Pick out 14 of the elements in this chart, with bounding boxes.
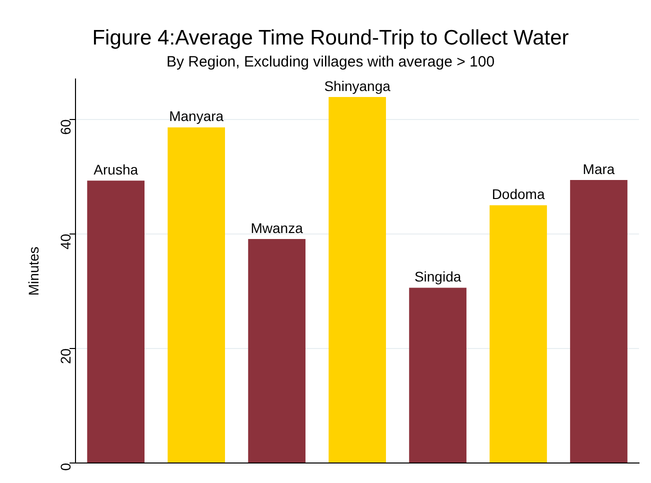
x-tick-label: Singida: [414, 268, 462, 285]
x-tick-label: Arusha: [94, 161, 138, 178]
x-tick-label: Dodoma: [492, 186, 545, 202]
y-tick-label: 40: [57, 234, 74, 250]
y-tick-label: 60: [57, 119, 74, 135]
y-tick-label: 20: [57, 348, 74, 364]
y-tick-label: 0: [57, 462, 74, 471]
chart-subtitle: By Region, Excluding villages with average > 100: [166, 53, 495, 70]
x-tick-label: Shinyanga: [324, 78, 391, 94]
x-tick-label: Mara: [582, 160, 615, 177]
x-tick-label: Mwanza: [250, 220, 304, 236]
y-axis-title: Minutes: [25, 246, 42, 296]
chart-title: Figure 4:Average Time Round-Trip to Collect Water: [92, 26, 569, 50]
x-tick-label: Manyara: [169, 108, 224, 124]
